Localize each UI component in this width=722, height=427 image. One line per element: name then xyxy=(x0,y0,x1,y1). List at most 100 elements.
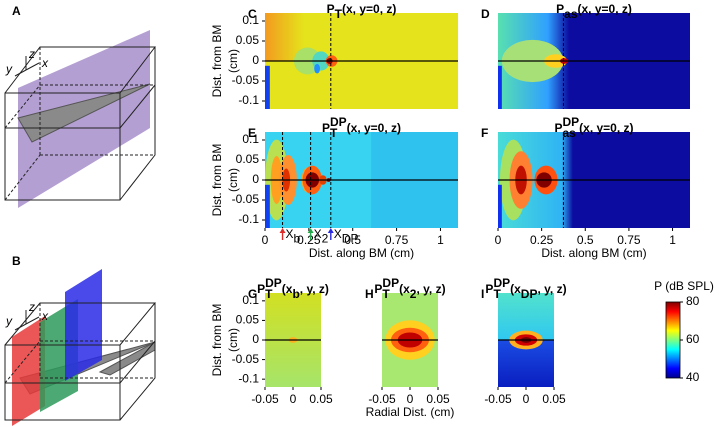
y-axis-label: Dist. from BM xyxy=(210,144,224,217)
marker-label: b xyxy=(294,231,301,245)
panel-letter: A xyxy=(12,4,21,18)
panel-title: T xyxy=(265,287,273,301)
y-tick-label: -0.05 xyxy=(232,192,260,206)
schematic-b xyxy=(4,269,157,426)
panel-title: , y, z) xyxy=(416,282,445,296)
y-tick-label: 0.1 xyxy=(242,293,259,307)
colorbar xyxy=(665,301,681,379)
panel-title: P xyxy=(322,121,330,135)
panel-letter: E xyxy=(248,126,256,140)
panel-title: T xyxy=(493,287,501,301)
marker-label: X xyxy=(334,227,342,241)
x-tick-label: 0.05 xyxy=(542,392,566,406)
y-tick-label: -0.1 xyxy=(238,93,259,107)
x-axis-label: Dist. along BM (cm) xyxy=(541,246,646,260)
x-tick-label: 1 xyxy=(437,233,444,247)
x-tick-label: -0.05 xyxy=(251,392,279,406)
panel-letter: H xyxy=(365,287,374,301)
x-tick-label: -0.05 xyxy=(484,392,512,406)
colorbar-tick-label: 80 xyxy=(686,294,700,308)
panel-title: (x xyxy=(510,282,521,296)
x-tick-label: 0 xyxy=(262,233,269,247)
panel-title: , y, z) xyxy=(300,282,329,296)
field-region xyxy=(314,63,321,74)
x-tick-label: 1 xyxy=(669,233,676,247)
y-tick-label: 0.1 xyxy=(242,13,259,27)
marker-arrowhead xyxy=(307,228,314,233)
y-tick-label: -0.05 xyxy=(232,73,260,87)
x-tick-label: 0.25 xyxy=(530,233,554,247)
panel-title: DP xyxy=(493,276,510,290)
marker-label: X xyxy=(286,227,294,241)
panel-title: (x, y=0, z) xyxy=(347,121,401,135)
y-tick-label: 0.05 xyxy=(236,313,260,327)
y-axis-label: Dist. from BM xyxy=(210,304,224,377)
panel-title: P xyxy=(554,121,562,135)
marker-arrowhead xyxy=(327,228,334,233)
axis-glyph-label: z xyxy=(28,300,35,314)
y-axis-label: Dist. from BM xyxy=(210,25,224,98)
x-tick-label: 0.5 xyxy=(344,233,361,247)
y-axis-label: (cm) xyxy=(226,49,240,73)
x-tick-label: 0.25 xyxy=(297,233,321,247)
x-tick-label: 0 xyxy=(495,233,502,247)
panel-title: T xyxy=(382,287,390,301)
field-region xyxy=(265,65,270,109)
x-tick-label: 0.75 xyxy=(385,233,409,247)
panel-title: (x xyxy=(282,282,293,296)
field-region xyxy=(265,184,270,228)
colorbar-tick-label: 60 xyxy=(686,332,700,346)
panel-title: T xyxy=(330,126,338,140)
x-tick-label: 0.05 xyxy=(426,392,450,406)
x-tick-label: 0.05 xyxy=(309,392,333,406)
panel-title: DP xyxy=(330,115,347,129)
marker-label: 2 xyxy=(322,231,329,245)
axis-glyph-label: z xyxy=(28,47,35,61)
panel-letter: B xyxy=(12,254,21,268)
axis-glyph-label: y xyxy=(5,62,13,76)
panel-letter: G xyxy=(248,287,257,301)
panel-title: P xyxy=(556,2,564,16)
panel-title: as xyxy=(562,126,576,140)
y-tick-label: -0.05 xyxy=(232,352,260,366)
x-tick-label: 0 xyxy=(290,392,297,406)
panel-title: DP xyxy=(382,276,399,290)
panel-title: (x, y=0, z) xyxy=(579,121,633,135)
colorbar-title: P (dB SPL) xyxy=(654,279,714,293)
panel-title: T xyxy=(335,7,343,21)
panel-title: (x, y=0, z) xyxy=(578,2,632,16)
panel-title: , y, z) xyxy=(537,282,566,296)
x-tick-label: 0.5 xyxy=(577,233,594,247)
field-region xyxy=(498,65,502,109)
y-tick-label: 0 xyxy=(252,172,259,186)
panel-title: DP xyxy=(521,287,538,301)
panel-title: (x, y=0, z) xyxy=(342,2,396,16)
y-tick-label: 0.05 xyxy=(236,152,260,166)
axis-glyph-label: x xyxy=(41,309,49,323)
x-axis-label: Radial Dist. (cm) xyxy=(366,405,455,419)
panel-title: P xyxy=(485,282,493,296)
y-tick-label: -0.1 xyxy=(238,212,259,226)
y-tick-label: -0.1 xyxy=(238,371,259,385)
schematic-a xyxy=(4,30,157,208)
axis-glyph-label: y xyxy=(5,314,13,328)
marker-arrowhead xyxy=(279,228,286,233)
colorbar-tick-label: 40 xyxy=(686,370,700,384)
panel-title: P xyxy=(374,282,382,296)
x-tick-label: -0.05 xyxy=(368,392,396,406)
panel-title: (x xyxy=(399,282,410,296)
panel-letter: F xyxy=(481,126,488,140)
y-tick-label: 0.05 xyxy=(236,33,260,47)
panel-title: P xyxy=(257,282,265,296)
field-region xyxy=(498,184,502,228)
panel-title: 2 xyxy=(410,287,417,301)
panel-letter: C xyxy=(248,7,257,21)
y-tick-label: 0 xyxy=(252,53,259,67)
x-tick-label: 0 xyxy=(407,392,414,406)
x-axis-label: Dist. along BM (cm) xyxy=(309,246,414,260)
panel-title: DP xyxy=(562,115,579,129)
y-axis-label: (cm) xyxy=(226,168,240,192)
y-tick-label: 0 xyxy=(252,332,259,346)
panel-letter: I xyxy=(481,287,484,301)
